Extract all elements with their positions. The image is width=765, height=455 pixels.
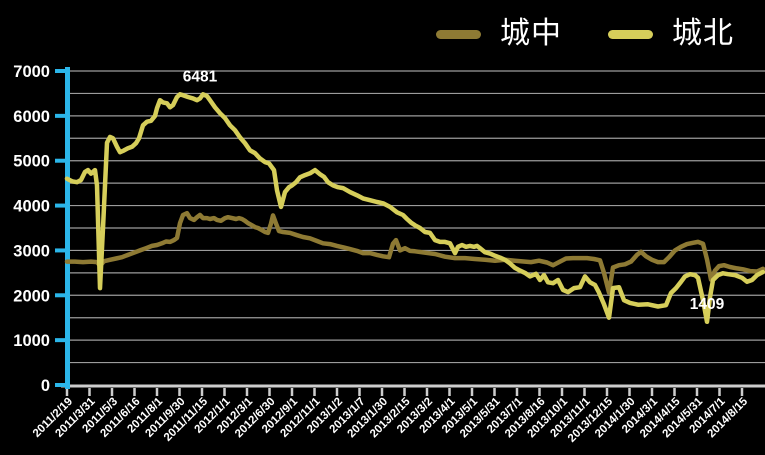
chengbei-series-swatch-icon <box>608 29 653 39</box>
y-tick-label: 5000 <box>13 153 50 171</box>
legend-label-chengzhong: 城中 <box>500 17 562 50</box>
y-tick-label: 0 <box>41 377 50 395</box>
legend-item-chengbei: 城北 <box>608 12 734 56</box>
y-tick-label: 3000 <box>13 242 50 260</box>
y-tick-label: 1000 <box>13 332 50 350</box>
y-tick-label: 6000 <box>13 108 50 126</box>
legend-item-chengzhong: 城中 <box>436 12 562 56</box>
series-line-chengbei <box>64 92 765 325</box>
chengzhong-series-swatch-icon <box>436 29 481 39</box>
series-line-chengzhong <box>64 210 765 295</box>
annotation-6481: 6481 <box>183 68 218 85</box>
legend-label-chengbei: 城北 <box>672 17 734 50</box>
y-tick-label: 4000 <box>13 198 50 216</box>
y-tick-label: 7000 <box>13 63 50 81</box>
annotation-1409: 1409 <box>690 296 725 313</box>
y-tick-label: 2000 <box>13 287 50 305</box>
chart-legend: 城中 城北 <box>436 12 734 56</box>
